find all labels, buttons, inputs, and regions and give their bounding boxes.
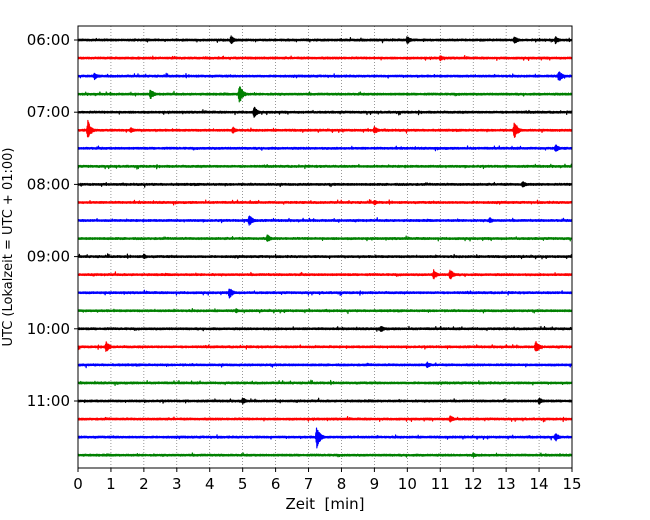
trace-row	[77, 86, 573, 103]
y-tick-label: 07:00	[27, 103, 70, 121]
x-tick-label: 8	[337, 475, 347, 493]
trace-row	[77, 144, 573, 152]
x-tick-label: 4	[205, 475, 215, 493]
x-tick-label: 9	[370, 475, 380, 493]
trace-row	[77, 181, 573, 188]
x-tick-label: 13	[497, 475, 516, 493]
y-axis-label: UTC (Lokalzeit = UTC + 01:00)	[1, 148, 16, 347]
trace-row	[77, 427, 573, 449]
x-axis-label: Zeit [min]	[285, 495, 364, 513]
trace-row	[77, 308, 573, 315]
seismic-traces	[77, 35, 573, 458]
trace-row	[77, 379, 573, 386]
trace-row	[77, 325, 573, 333]
trace-row	[77, 341, 573, 352]
y-tick-label: 08:00	[27, 175, 70, 193]
x-axis-ticks: 0 1 2 3 4 5 6 7 8 9 10 11 12 13 14 15	[73, 468, 582, 493]
x-tick-label: 2	[139, 475, 149, 493]
x-tick-label: 0	[73, 475, 83, 493]
trace-row	[77, 234, 573, 242]
plot-frame	[77, 25, 573, 469]
trace-row	[77, 397, 573, 405]
trace-row	[77, 215, 573, 226]
y-tick-label: 09:00	[27, 248, 70, 266]
x-tick-label: 3	[172, 475, 182, 493]
x-tick-label: 7	[304, 475, 314, 493]
x-tick-label: 15	[562, 475, 581, 493]
trace-row	[77, 119, 573, 138]
x-tick-label: 5	[238, 475, 248, 493]
trace-row	[77, 452, 573, 458]
trace-row	[77, 269, 573, 280]
x-tick-label: 10	[398, 475, 417, 493]
x-tick-label: 14	[530, 475, 549, 493]
trace-row	[77, 35, 573, 45]
y-tick-label: 06:00	[27, 31, 70, 49]
trace-row	[77, 361, 573, 369]
trace-row	[77, 71, 573, 81]
trace-row	[77, 199, 573, 206]
y-axis-ticks: 06:00 07:00 08:00 09:00 10:00 11:00	[27, 31, 78, 410]
trace-row	[77, 106, 573, 118]
x-tick-label: 12	[464, 475, 483, 493]
y-tick-label: 11:00	[27, 392, 70, 410]
trace-row	[77, 288, 573, 299]
x-tick-label: 11	[431, 475, 450, 493]
trace-row	[77, 253, 573, 260]
trace-row	[77, 163, 573, 170]
y-tick-label: 10:00	[27, 320, 70, 338]
x-tick-label: 6	[271, 475, 281, 493]
x-tick-label: 1	[106, 475, 116, 493]
trace-row	[77, 415, 573, 423]
trace-row	[77, 55, 573, 62]
